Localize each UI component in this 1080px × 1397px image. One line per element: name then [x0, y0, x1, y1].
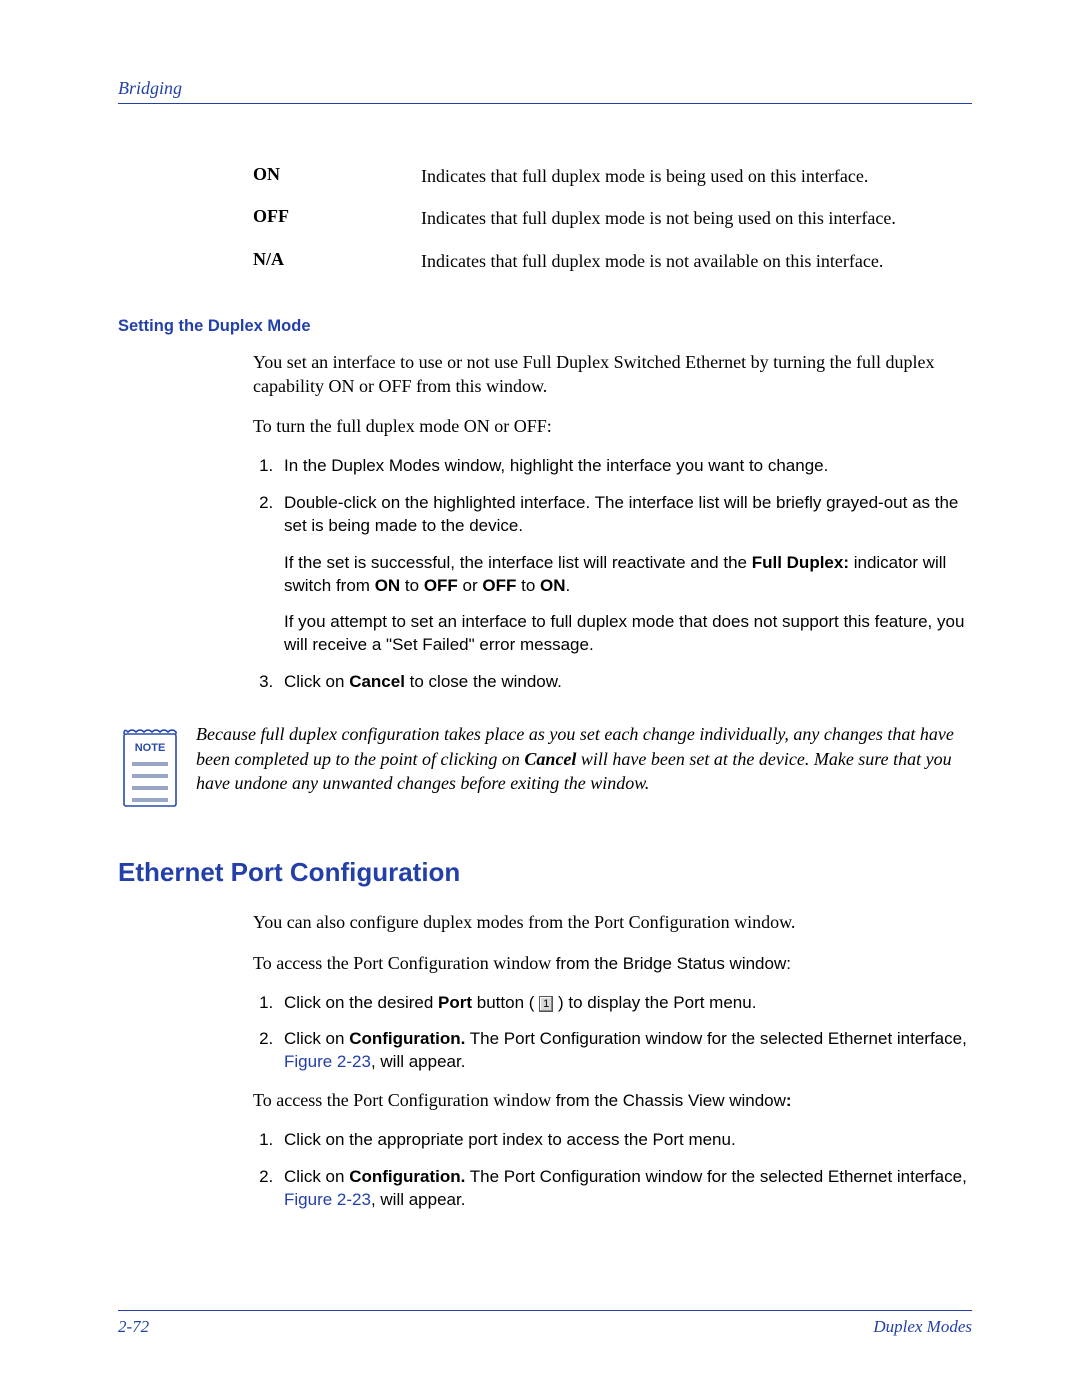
step-sub-paragraph: If you attempt to set an interface to fu… [284, 611, 972, 657]
note-callout: NOTE Because full duplex configuration t… [118, 722, 972, 817]
step-item: Click on Configuration. The Port Configu… [278, 1028, 972, 1074]
steps-list-1: In the Duplex Modes window, highlight th… [278, 455, 972, 695]
body-paragraph: To access the Port Configuration window … [253, 951, 972, 976]
port-button-icon: 1 [539, 996, 553, 1012]
subheading-setting-duplex: Setting the Duplex Mode [118, 317, 972, 336]
step-text: Double-click on the highlighted interfac… [284, 493, 958, 535]
step-item: Double-click on the highlighted interfac… [278, 492, 972, 658]
step-text: In the Duplex Modes window, highlight th… [284, 456, 828, 475]
page-number: 2-72 [118, 1317, 149, 1337]
def-desc: Indicates that full duplex mode is not a… [421, 249, 883, 273]
step-sub-paragraph: If the set is successful, the interface … [284, 552, 972, 598]
figure-link[interactable]: Figure 2-23 [284, 1052, 371, 1071]
intro-paragraph: You set an interface to use or not use F… [253, 350, 972, 399]
chapter-title: Bridging [118, 78, 182, 99]
def-desc: Indicates that full duplex mode is not b… [421, 206, 896, 230]
def-term: N/A [253, 249, 421, 273]
note-label: NOTE [135, 742, 166, 754]
step-item: Click on the desired Port button ( 1 ) t… [278, 992, 972, 1015]
section-heading-ethernet-port: Ethernet Port Configuration [118, 857, 972, 888]
step-item: Click on the appropriate port index to a… [278, 1129, 972, 1152]
definition-row: OFF Indicates that full duplex mode is n… [253, 206, 972, 230]
body-paragraph: To access the Port Configuration window … [253, 1088, 972, 1113]
def-term: OFF [253, 206, 421, 230]
def-term: ON [253, 164, 421, 188]
def-desc: Indicates that full duplex mode is being… [421, 164, 868, 188]
steps-list-3: Click on the appropriate port index to a… [278, 1129, 972, 1212]
page-footer: 2-72 Duplex Modes [118, 1310, 972, 1337]
figure-link[interactable]: Figure 2-23 [284, 1190, 371, 1209]
step-item: In the Duplex Modes window, highlight th… [278, 455, 972, 478]
definition-row: ON Indicates that full duplex mode is be… [253, 164, 972, 188]
page-header: Bridging [118, 78, 972, 104]
step-item: Click on Cancel to close the window. [278, 671, 972, 694]
body-paragraph: You can also configure duplex modes from… [253, 910, 972, 934]
intro-instruction: To turn the full duplex mode ON or OFF: [253, 414, 972, 438]
definition-list: ON Indicates that full duplex mode is be… [253, 164, 972, 273]
note-text: Because full duplex configuration takes … [196, 722, 972, 795]
step-item: Click on Configuration. The Port Configu… [278, 1166, 972, 1212]
section-name: Duplex Modes [873, 1317, 972, 1337]
definition-row: N/A Indicates that full duplex mode is n… [253, 249, 972, 273]
steps-list-2: Click on the desired Port button ( 1 ) t… [278, 992, 972, 1075]
note-icon: NOTE [118, 724, 182, 817]
